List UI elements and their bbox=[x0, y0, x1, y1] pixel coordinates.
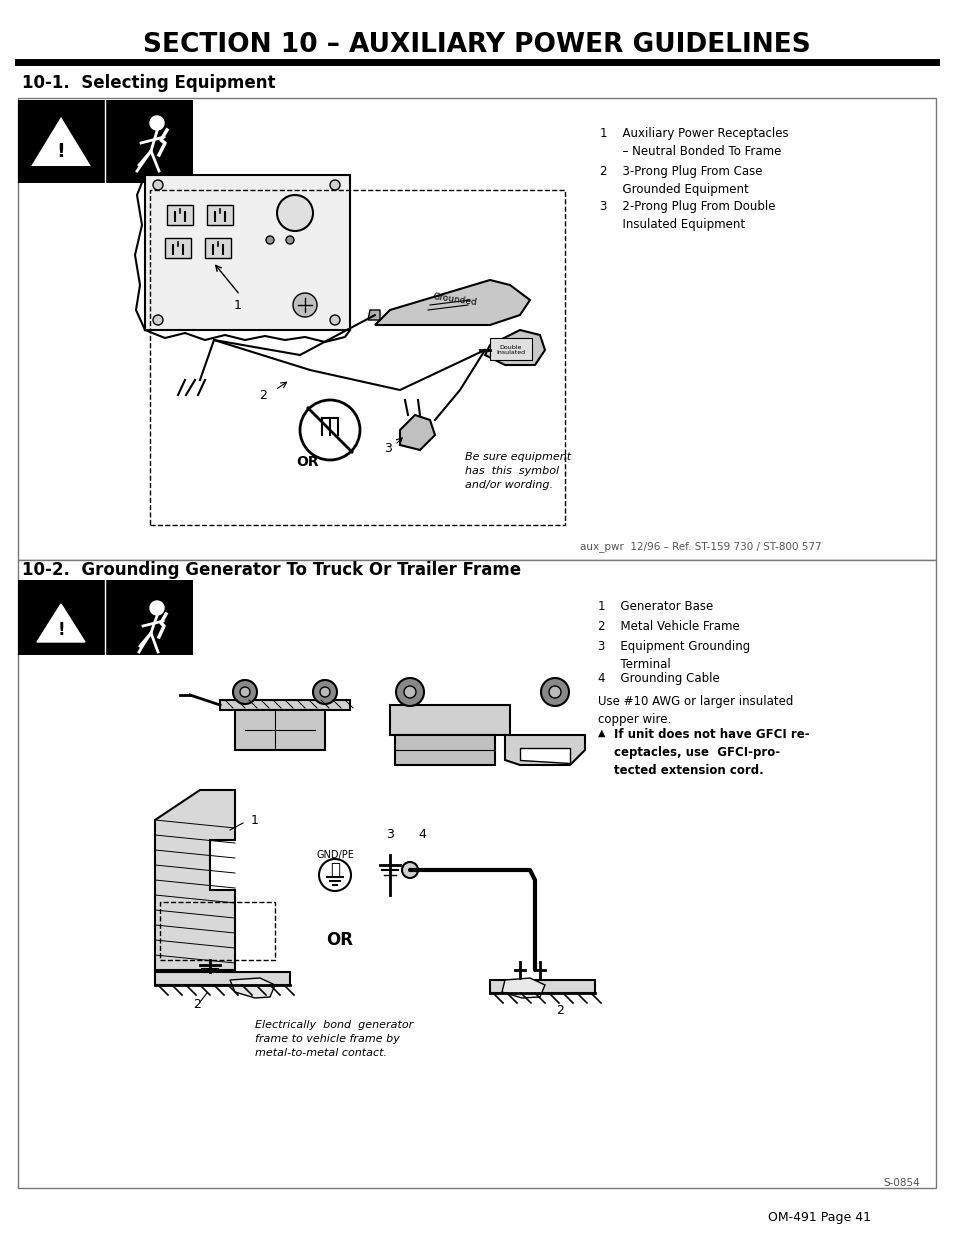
Polygon shape bbox=[519, 748, 569, 763]
Text: !: ! bbox=[56, 142, 66, 161]
Bar bbox=[167, 205, 193, 225]
Text: 3: 3 bbox=[384, 441, 392, 454]
Circle shape bbox=[330, 180, 339, 190]
Bar bbox=[18, 98, 935, 559]
Text: 1: 1 bbox=[233, 299, 242, 311]
Circle shape bbox=[403, 685, 416, 698]
Text: ⏚: ⏚ bbox=[330, 861, 339, 879]
Bar bbox=[490, 338, 532, 359]
Polygon shape bbox=[230, 978, 274, 998]
Text: Double
Insulated: Double Insulated bbox=[496, 345, 525, 356]
Text: 10-1.  Selecting Equipment: 10-1. Selecting Equipment bbox=[22, 74, 275, 91]
Bar bbox=[105, 100, 193, 183]
Text: 4: 4 bbox=[417, 829, 425, 841]
Bar bbox=[150, 190, 564, 525]
Text: Be sure equipment
has  this  symbol
and/or wording.: Be sure equipment has this symbol and/or… bbox=[464, 452, 571, 490]
Text: 1    Auxiliary Power Receptacles
      – Neutral Bonded To Frame: 1 Auxiliary Power Receptacles – Neutral … bbox=[599, 127, 788, 158]
Bar bbox=[18, 100, 193, 183]
Circle shape bbox=[240, 687, 250, 697]
Circle shape bbox=[293, 293, 316, 317]
Text: If unit does not have GFCI re-
ceptacles, use  GFCI-pro-
tected extension cord.: If unit does not have GFCI re- ceptacles… bbox=[614, 727, 809, 777]
Text: 3    2-Prong Plug From Double
      Insulated Equipment: 3 2-Prong Plug From Double Insulated Equ… bbox=[599, 200, 775, 231]
Polygon shape bbox=[490, 981, 595, 993]
Bar bbox=[165, 238, 191, 258]
Polygon shape bbox=[154, 972, 290, 986]
Polygon shape bbox=[220, 700, 350, 710]
Text: 2: 2 bbox=[556, 1004, 563, 1016]
Circle shape bbox=[276, 195, 313, 231]
Circle shape bbox=[401, 862, 417, 878]
Circle shape bbox=[548, 685, 560, 698]
Circle shape bbox=[150, 601, 164, 615]
Text: Use #10 AWG or larger insulated
copper wire.: Use #10 AWG or larger insulated copper w… bbox=[598, 695, 793, 726]
Polygon shape bbox=[504, 735, 584, 764]
Bar bbox=[18, 559, 935, 1188]
Circle shape bbox=[266, 236, 274, 245]
Circle shape bbox=[540, 678, 568, 706]
Circle shape bbox=[286, 236, 294, 245]
Text: Grounded: Grounded bbox=[432, 293, 477, 308]
Circle shape bbox=[152, 315, 163, 325]
Bar bbox=[205, 238, 231, 258]
Polygon shape bbox=[375, 280, 530, 325]
Circle shape bbox=[318, 860, 351, 890]
Text: Electrically  bond  generator
frame to vehicle frame by
metal-to-metal contact.: Electrically bond generator frame to veh… bbox=[254, 1020, 413, 1058]
Bar bbox=[207, 205, 233, 225]
Bar bbox=[18, 100, 105, 183]
Circle shape bbox=[152, 180, 163, 190]
Circle shape bbox=[150, 116, 164, 130]
Polygon shape bbox=[501, 978, 544, 998]
Bar bbox=[18, 580, 193, 655]
Text: OM-491 Page 41: OM-491 Page 41 bbox=[768, 1212, 871, 1224]
Polygon shape bbox=[484, 330, 544, 366]
Bar bbox=[145, 175, 350, 330]
Text: OR: OR bbox=[326, 931, 354, 948]
Text: 2: 2 bbox=[259, 389, 267, 401]
Circle shape bbox=[319, 687, 330, 697]
Text: 10-2.  Grounding Generator To Truck Or Trailer Frame: 10-2. Grounding Generator To Truck Or Tr… bbox=[22, 561, 520, 579]
Text: OR: OR bbox=[296, 454, 319, 469]
Text: SECTION 10 – AUXILIARY POWER GUIDELINES: SECTION 10 – AUXILIARY POWER GUIDELINES bbox=[143, 32, 810, 58]
Bar bbox=[395, 735, 495, 764]
Bar bbox=[160, 902, 274, 960]
Text: 2    Metal Vehicle Frame: 2 Metal Vehicle Frame bbox=[598, 620, 739, 634]
Circle shape bbox=[233, 680, 256, 704]
Text: ▲: ▲ bbox=[598, 727, 605, 739]
Bar bbox=[234, 710, 325, 750]
Text: 2: 2 bbox=[193, 999, 201, 1011]
Text: S-0854: S-0854 bbox=[882, 1178, 919, 1188]
Text: 3: 3 bbox=[386, 829, 394, 841]
Circle shape bbox=[299, 400, 359, 459]
Polygon shape bbox=[37, 604, 85, 642]
Text: GND/PE: GND/PE bbox=[315, 850, 354, 860]
Polygon shape bbox=[368, 310, 379, 320]
Text: !: ! bbox=[57, 621, 65, 638]
Polygon shape bbox=[154, 790, 234, 969]
Text: 1: 1 bbox=[251, 814, 258, 826]
Circle shape bbox=[313, 680, 336, 704]
Circle shape bbox=[330, 315, 339, 325]
Polygon shape bbox=[33, 119, 89, 165]
Text: aux_pwr  12/96 – Ref. ST-159 730 / ST-800 577: aux_pwr 12/96 – Ref. ST-159 730 / ST-800… bbox=[579, 541, 821, 552]
Bar bbox=[390, 705, 510, 735]
Text: 2    3-Prong Plug From Case
      Grounded Equipment: 2 3-Prong Plug From Case Grounded Equipm… bbox=[599, 165, 761, 196]
Text: 1    Generator Base: 1 Generator Base bbox=[598, 600, 713, 613]
Text: 4    Grounding Cable: 4 Grounding Cable bbox=[598, 672, 719, 685]
Text: 3    Equipment Grounding
      Terminal: 3 Equipment Grounding Terminal bbox=[598, 640, 749, 671]
Circle shape bbox=[395, 678, 423, 706]
Polygon shape bbox=[399, 415, 435, 450]
